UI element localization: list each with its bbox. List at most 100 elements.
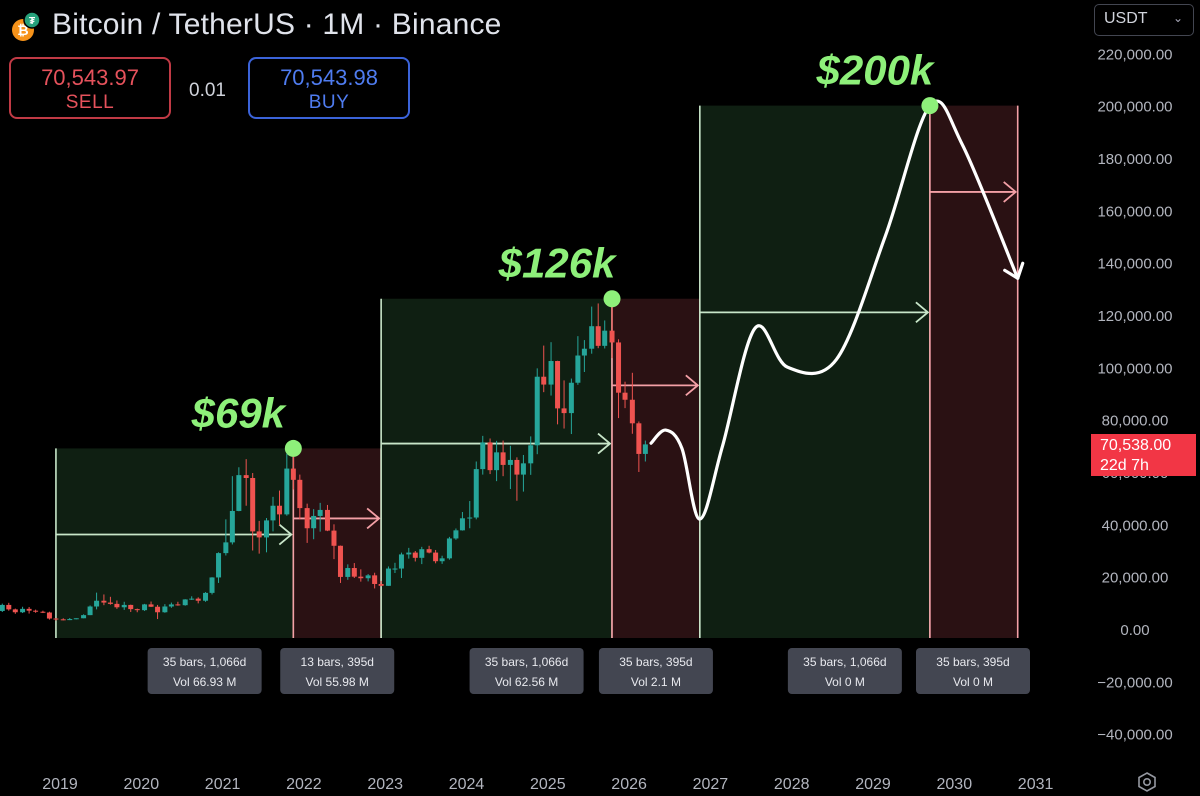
x-tick-label: 2029 bbox=[855, 776, 891, 793]
x-tick-label: 2020 bbox=[124, 776, 160, 793]
x-tick-label: 2028 bbox=[774, 776, 810, 793]
x-tick-label: 2030 bbox=[937, 776, 973, 793]
zone-bars-label-5: 35 bars, 395d bbox=[936, 655, 1009, 669]
y-tick-label: 200,000.00 bbox=[1097, 99, 1172, 116]
candle-body bbox=[480, 442, 486, 470]
settings-icon[interactable] bbox=[1136, 771, 1158, 793]
candle-body bbox=[87, 606, 93, 616]
candle-body bbox=[6, 604, 12, 610]
sell-button[interactable]: 70,543.97 SELL bbox=[9, 57, 171, 119]
candle-body bbox=[195, 598, 201, 601]
candle-body bbox=[324, 509, 330, 531]
currency-select[interactable]: USDT ⌄ bbox=[1094, 4, 1194, 36]
x-tick-label: 2024 bbox=[449, 776, 485, 793]
zone-bars-label-2: 35 bars, 1,066d bbox=[485, 655, 568, 669]
candle-body bbox=[101, 600, 107, 603]
zone-bars-label-1: 13 bars, 395d bbox=[301, 655, 374, 669]
candle-body bbox=[277, 505, 283, 515]
x-tick-label: 2031 bbox=[1018, 776, 1054, 793]
candle-body bbox=[358, 576, 364, 579]
peak-marker bbox=[603, 290, 621, 308]
candle-body bbox=[337, 545, 343, 577]
y-tick-label: 140,000.00 bbox=[1097, 256, 1172, 273]
zone-stats-box-2 bbox=[469, 648, 584, 694]
candle-body bbox=[229, 510, 235, 543]
candle-body bbox=[107, 602, 113, 604]
candle-body bbox=[290, 468, 296, 480]
candle-body bbox=[487, 442, 493, 471]
y-axis: −40,000.00 −20,000.00 0.00 20,000.00 40,000.… bbox=[1097, 46, 1173, 743]
symbol-title[interactable]: Bitcoin / TetherUS · 1M · Binance bbox=[52, 8, 502, 41]
chart-header: ₿ ₮ Bitcoin / TetherUS · 1M · Binance bbox=[8, 8, 502, 42]
candle-body bbox=[331, 530, 337, 546]
candle-body bbox=[250, 477, 256, 532]
sell-label: SELL bbox=[65, 92, 115, 113]
bear-zone-5 bbox=[929, 105, 1018, 639]
candle-body bbox=[568, 382, 574, 414]
zone-arrow-head-0 bbox=[278, 523, 293, 546]
candle-body bbox=[114, 603, 120, 608]
candle-body bbox=[642, 444, 648, 454]
candle-body bbox=[297, 479, 303, 509]
zone-stats-box-3 bbox=[598, 648, 713, 694]
candle-body bbox=[182, 599, 188, 606]
bear-zone-1 bbox=[293, 448, 382, 638]
bar-countdown: 22d 7h bbox=[1100, 457, 1149, 474]
candles bbox=[0, 298, 648, 621]
candle-body bbox=[60, 619, 66, 621]
candle-body bbox=[412, 552, 418, 558]
candle-body bbox=[155, 606, 161, 613]
candle-body bbox=[616, 342, 622, 393]
candle-body bbox=[317, 509, 323, 516]
y-tick-label: 100,000.00 bbox=[1097, 360, 1172, 377]
y-tick-label: 220,000.00 bbox=[1097, 46, 1172, 63]
candle-body bbox=[40, 611, 46, 613]
candle-body bbox=[622, 392, 628, 400]
candle-body bbox=[94, 600, 100, 607]
candle-body bbox=[575, 355, 581, 383]
zone-volume-label-3: Vol 2.1 M bbox=[631, 675, 681, 689]
candle-body bbox=[446, 538, 452, 559]
candle-body bbox=[142, 604, 148, 611]
candle-body bbox=[148, 604, 154, 607]
peak-annotations: $69k $126k $200k bbox=[191, 47, 939, 457]
zone-arrow-head-4 bbox=[915, 301, 930, 324]
x-tick-label: 2021 bbox=[205, 776, 241, 793]
zone-arrow-head-2 bbox=[597, 432, 612, 455]
candle-body bbox=[459, 518, 465, 531]
svg-text:₿: ₿ bbox=[17, 22, 28, 38]
candle-body bbox=[541, 376, 547, 385]
zone-volume-label-2: Vol 62.56 M bbox=[495, 675, 558, 689]
candle-body bbox=[406, 552, 412, 555]
peak-label: $126k bbox=[498, 240, 618, 287]
spread-value: 0.01 bbox=[189, 80, 226, 101]
candle-body bbox=[365, 575, 371, 579]
candle-body bbox=[609, 330, 615, 343]
x-tick-label: 2022 bbox=[286, 776, 322, 793]
y-tick-label: 0.00 bbox=[1120, 622, 1149, 639]
candle-body bbox=[507, 459, 513, 465]
candle-body bbox=[67, 619, 73, 621]
y-tick-label: 20,000.00 bbox=[1102, 570, 1169, 587]
candle-body bbox=[372, 575, 378, 584]
projection-path bbox=[649, 99, 1020, 521]
candle-body bbox=[189, 598, 195, 600]
candle-body bbox=[81, 615, 87, 619]
candle-body bbox=[494, 452, 500, 471]
candle-body bbox=[223, 542, 229, 554]
zone-bars-label-3: 35 bars, 395d bbox=[619, 655, 692, 669]
buy-button[interactable]: 70,543.98 BUY bbox=[248, 57, 410, 119]
y-tick-label: 120,000.00 bbox=[1097, 308, 1172, 325]
x-tick-label: 2027 bbox=[693, 776, 729, 793]
candle-body bbox=[520, 463, 526, 475]
zone-volume-label-5: Vol 0 M bbox=[953, 675, 993, 689]
zone-volume-label-0: Vol 66.93 M bbox=[173, 675, 236, 689]
candle-body bbox=[53, 618, 59, 620]
candle-body bbox=[12, 609, 18, 613]
candle-body bbox=[385, 568, 391, 586]
zone-arrow-head-1 bbox=[366, 507, 381, 530]
peak-label: $200k bbox=[816, 47, 936, 94]
candle-body bbox=[581, 348, 587, 356]
zone-stats-box-4 bbox=[787, 648, 902, 694]
